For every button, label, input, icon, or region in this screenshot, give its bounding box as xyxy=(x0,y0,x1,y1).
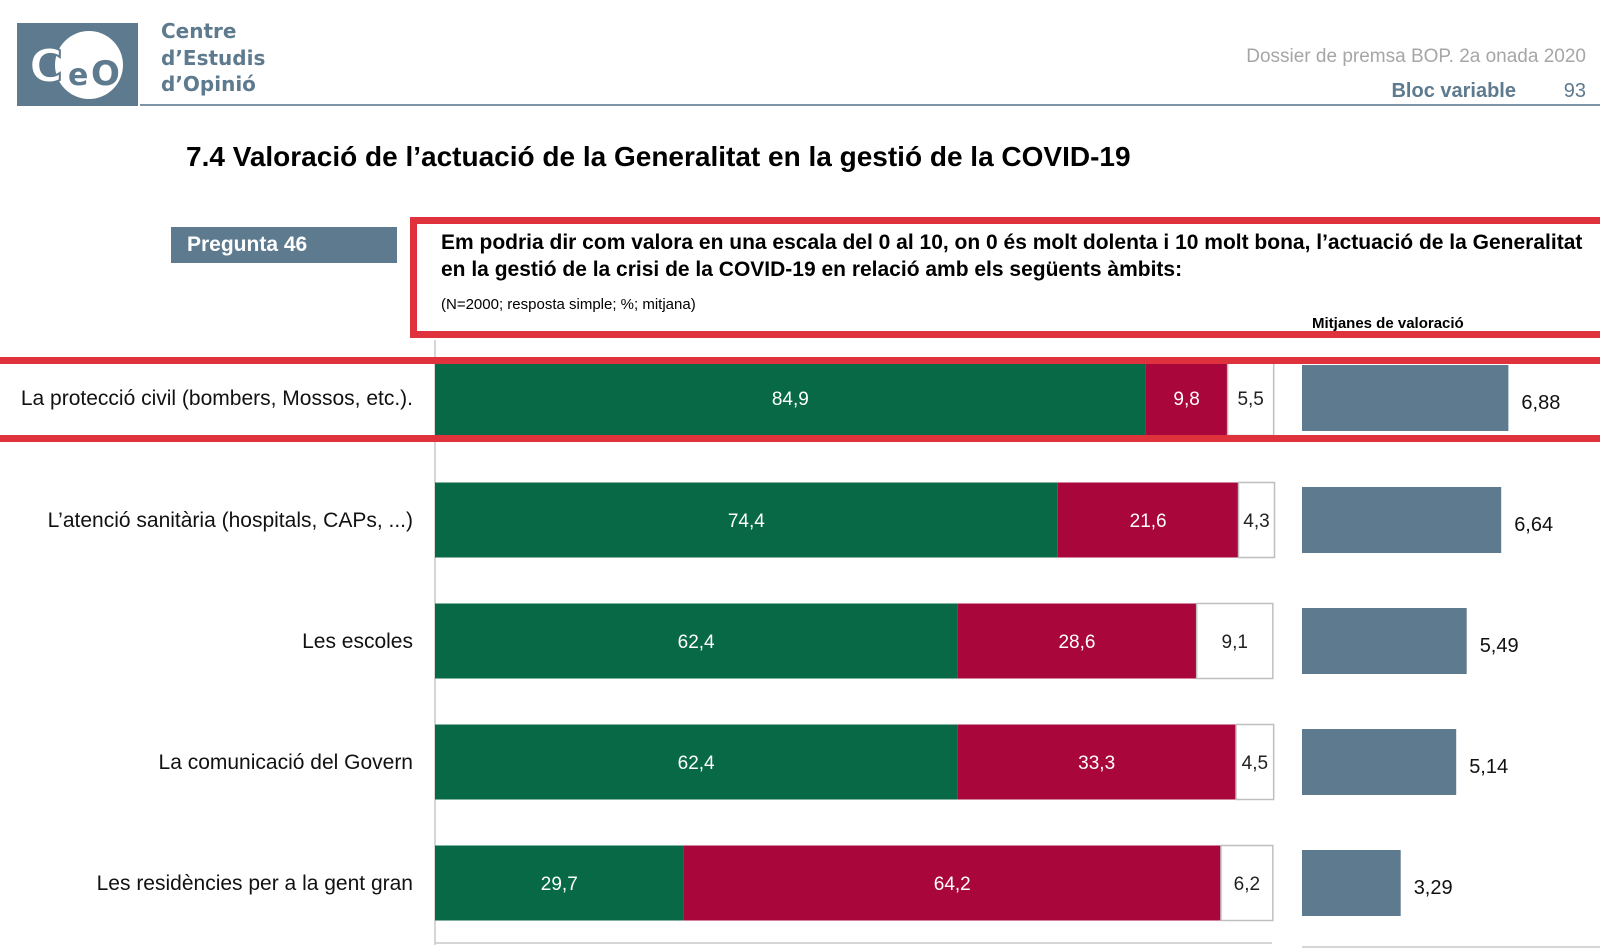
row-highlight-box xyxy=(0,357,1600,442)
data-label: 64,2 xyxy=(934,874,971,895)
bar-segment xyxy=(435,482,1058,558)
question-note: (N=2000; resposta simple; %; mitjana) xyxy=(441,296,696,313)
question-badge: Pregunta 46 xyxy=(171,227,397,263)
data-label: 74,4 xyxy=(728,511,765,532)
data-label: 28,6 xyxy=(1058,632,1095,653)
header-divider xyxy=(140,104,1600,106)
data-label: 21,6 xyxy=(1130,511,1167,532)
bar-segment xyxy=(1237,481,1276,559)
data-label: 84,9 xyxy=(772,389,809,410)
organization-name-line-2: d’Estudis xyxy=(161,45,266,70)
average-label: 6,64 xyxy=(1514,514,1553,536)
question-highlight-box xyxy=(410,217,1600,338)
bar-segment xyxy=(957,724,1237,800)
average-bar xyxy=(1302,365,1509,431)
data-label: 62,4 xyxy=(678,632,715,653)
data-label: 33,3 xyxy=(1078,753,1115,774)
page-number: 93 xyxy=(1563,80,1586,102)
organization-name: Centre d’Estudis d’Opinió xyxy=(161,18,301,98)
average-bar xyxy=(1302,729,1457,795)
organization-name-line-3: d’Opinió xyxy=(161,72,256,96)
bar-segment xyxy=(435,360,1146,436)
data-label: 6,2 xyxy=(1234,874,1260,895)
category-label: La protecció civil (bombers, Mossos, etc… xyxy=(21,387,413,410)
category-label: L’atenció sanitària (hospitals, CAPs, ..… xyxy=(48,509,413,532)
bar-segment xyxy=(1195,602,1274,680)
data-label: 4,5 xyxy=(1242,753,1268,774)
average-bar xyxy=(1302,608,1467,674)
bar-segment xyxy=(435,724,958,800)
average-label: 5,14 xyxy=(1469,756,1508,778)
section-title: 7.4 Valoració de l’actuació de la Genera… xyxy=(186,141,1131,172)
category-label: Les escoles xyxy=(302,630,413,653)
svg-text:e: e xyxy=(68,58,88,93)
bloc-label: Bloc variable xyxy=(1391,80,1516,102)
category-label: Les residències per a la gent gran xyxy=(97,872,413,895)
average-bar xyxy=(1302,850,1401,916)
bar-segment xyxy=(1235,723,1275,801)
bar-segment xyxy=(957,603,1197,679)
data-label: 9,1 xyxy=(1222,632,1248,653)
data-label: 29,7 xyxy=(541,874,578,895)
bar-segment xyxy=(683,845,1221,921)
stacked-bar-chart: La protecció civil (bombers, Mossos, etc… xyxy=(21,340,1600,948)
bar-segment xyxy=(1057,482,1239,558)
average-label: 5,49 xyxy=(1480,635,1519,657)
ceo-logo: C e O xyxy=(17,23,138,106)
average-bar xyxy=(1302,487,1502,553)
average-label: 6,88 xyxy=(1521,392,1560,414)
question-text: Em podria dir com valora en una escala d… xyxy=(441,231,1583,281)
svg-text:C: C xyxy=(29,39,63,93)
bar-segment xyxy=(1220,844,1274,922)
bar-segment xyxy=(435,603,958,679)
data-label: 62,4 xyxy=(678,753,715,774)
averages-title: Mitjanes de valoració xyxy=(1312,315,1464,332)
organization-name-line-1: Centre xyxy=(161,19,237,43)
dossier-title: Dossier de premsa BOP. 2a onada 2020 xyxy=(1246,46,1586,67)
bar-segment xyxy=(1145,360,1228,436)
data-label: 4,3 xyxy=(1243,511,1269,532)
data-label: 5,5 xyxy=(1237,389,1263,410)
category-label: La comunicació del Govern xyxy=(159,751,413,774)
bar-segment xyxy=(435,845,684,921)
svg-text:O: O xyxy=(91,54,120,94)
data-label: 9,8 xyxy=(1173,389,1199,410)
average-label: 3,29 xyxy=(1414,877,1453,899)
